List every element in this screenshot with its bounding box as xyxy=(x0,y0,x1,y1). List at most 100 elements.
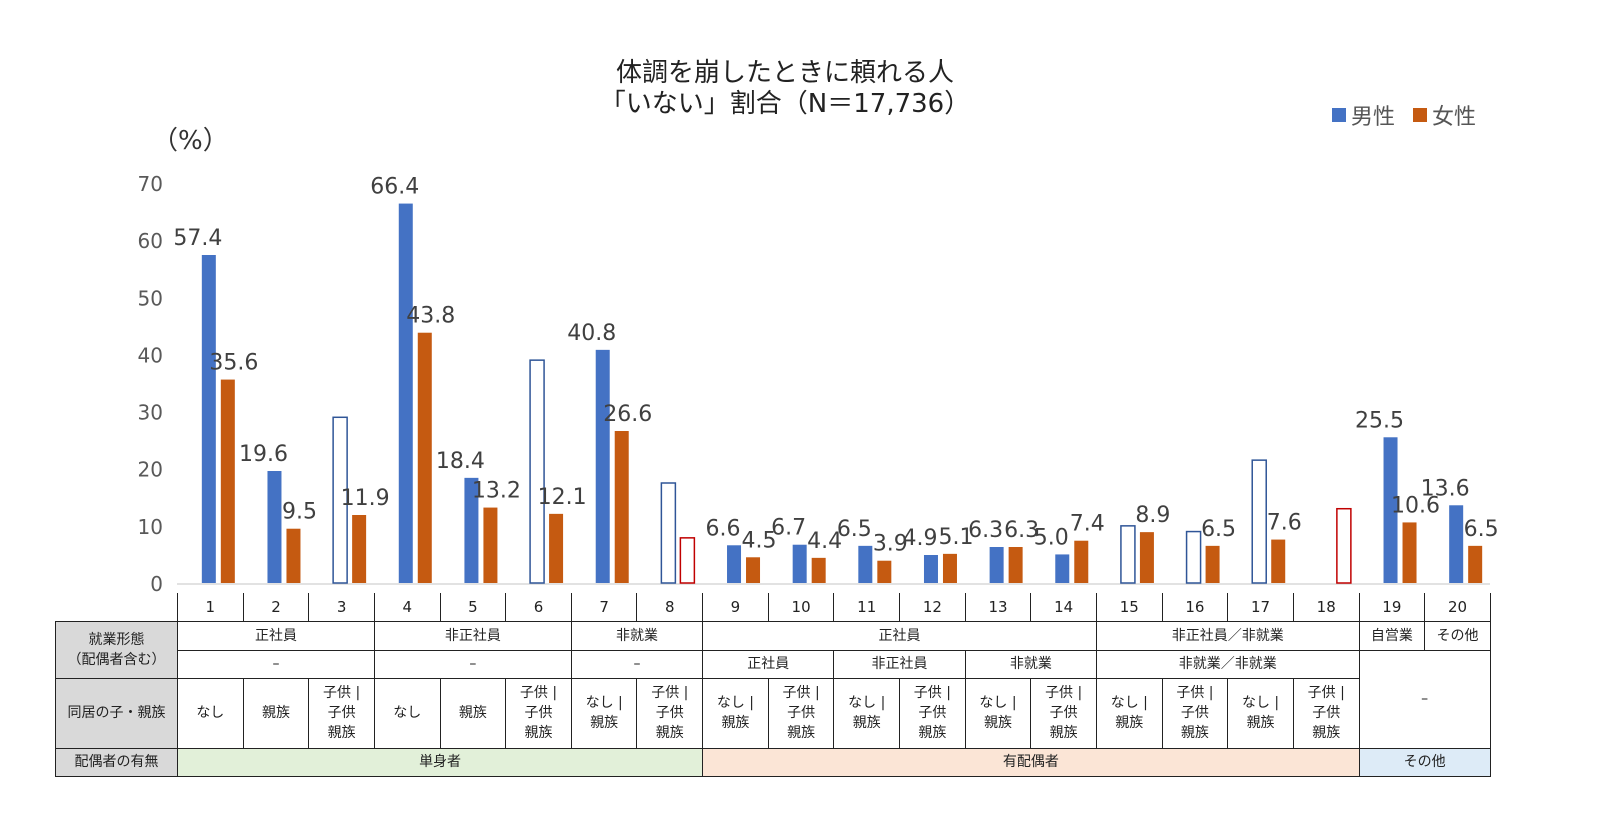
category-number: 20 xyxy=(1424,593,1491,622)
female-bar-3 xyxy=(352,515,367,583)
legend-label: 女性 xyxy=(1432,105,1477,130)
row-header-cohabit: 同居の子・親族 xyxy=(55,677,178,749)
cell-line: 親族 xyxy=(918,725,947,741)
cell-line: 親族 xyxy=(984,715,1012,731)
y-tick-label: 10 xyxy=(138,515,163,539)
male-data-label: 6.3 xyxy=(968,518,1003,543)
male-data-label: 19.6 xyxy=(239,442,288,467)
category-number: 5 xyxy=(439,593,507,622)
cell-line: 親族 xyxy=(590,715,619,731)
y-tick-label: 40 xyxy=(138,343,163,367)
legend-item-male: 男性 xyxy=(1332,99,1395,131)
legend-label: 男性 xyxy=(1351,105,1396,130)
female-bar-8 xyxy=(679,537,696,584)
cell-line: 親族 xyxy=(655,725,684,741)
category-number: 17 xyxy=(1227,593,1294,622)
cell-line: 子供 xyxy=(655,705,684,721)
category-number: 9 xyxy=(702,593,769,622)
male-data-label: 6.6 xyxy=(706,516,741,541)
chart-title: 体調を崩したときに頼れる人 「いない」割合（N＝17,736） xyxy=(0,58,1570,120)
category-number: 7 xyxy=(570,593,638,622)
row-header-spouse: 配偶者の有無 xyxy=(55,747,178,777)
female-data-label: 6.3 xyxy=(1004,518,1039,543)
y-tick-label: 60 xyxy=(138,229,163,253)
female-bar-13 xyxy=(1008,547,1023,583)
cohabit-cell: なし | 親族 xyxy=(964,677,1032,749)
spouse-employment-cell: 非正社員 xyxy=(833,649,966,679)
category-number: 2 xyxy=(242,593,310,622)
spouse-employment-cell: – xyxy=(373,649,572,679)
spouse-employment-cell: 非就業 xyxy=(964,649,1097,679)
male-bar-3 xyxy=(332,416,348,584)
male-bar-19 xyxy=(1383,437,1398,583)
category-number: 15 xyxy=(1095,593,1163,622)
cell-line: 子供 xyxy=(787,705,816,721)
male-data-label: 66.4 xyxy=(370,175,419,200)
cell-line: （配偶者含む） xyxy=(67,651,166,668)
male-data-label: 40.8 xyxy=(567,321,616,346)
female-data-label: 4.4 xyxy=(807,529,842,554)
female-bar-20 xyxy=(1468,545,1483,583)
employment-cell: 非正社員／非就業 xyxy=(1095,620,1360,651)
cell-line: 子供 | xyxy=(1176,685,1214,701)
female-bar-2 xyxy=(286,528,301,583)
cohabit-cell: 子供 | 子供 親族 xyxy=(1292,677,1360,749)
cell-line: 子供 | xyxy=(782,685,820,701)
category-number: 1 xyxy=(177,593,244,622)
female-bar-17 xyxy=(1271,539,1286,583)
female-data-label: 6.5 xyxy=(1201,517,1236,542)
employment-cell: 正社員 xyxy=(177,620,375,651)
spouse-employment-cell: – xyxy=(177,649,375,679)
spouse-employment-cell: – xyxy=(1358,649,1491,749)
cell-line: 子供 xyxy=(918,705,947,721)
cohabit-cell: 子供 | 子供親族 xyxy=(767,677,835,749)
cohabit-cell: 子供 | 子供 親族 xyxy=(1161,677,1229,749)
cohabit-cell: 子供 | 子供 親族 xyxy=(636,677,704,749)
male-data-label: 57.4 xyxy=(173,226,222,251)
cell-line: 親族 xyxy=(787,725,816,741)
cell-line: 親族 xyxy=(524,725,553,741)
cohabit-cell: 子供 | 子供 親族 xyxy=(505,677,572,749)
chart-title-line-1: 体調を崩したときに頼れる人 xyxy=(615,58,954,88)
cell-line: 子供 | xyxy=(323,685,361,701)
category-number: 11 xyxy=(833,593,901,622)
female-data-label: 43.8 xyxy=(406,304,455,329)
cohabit-cell: 子供 | 子供親族 xyxy=(899,677,966,749)
category-number: 13 xyxy=(964,593,1032,622)
female-bar-12 xyxy=(942,553,957,583)
spouse-employment-cell: 正社員 xyxy=(702,649,835,679)
cell-line: 子供 | xyxy=(913,685,951,701)
spouse-status-married: 有配偶者 xyxy=(702,747,1360,777)
employment-cell: 正社員 xyxy=(702,620,1097,651)
female-bar-15 xyxy=(1139,532,1154,583)
cell-line: 子供 | xyxy=(1307,685,1345,701)
cohabit-cell: なし | 親族 xyxy=(833,677,901,749)
female-bar-14 xyxy=(1074,540,1089,583)
female-data-label: 7.6 xyxy=(1267,511,1302,536)
cell-line: 子供 xyxy=(327,705,356,721)
female-data-label: 13.2 xyxy=(472,479,521,504)
spouse-employment-cell: – xyxy=(570,649,704,679)
cell-line: 子供 xyxy=(1180,705,1209,721)
male-bar-4 xyxy=(398,203,413,584)
employment-cell: 自営業 xyxy=(1358,620,1426,651)
female-data-label: 6.5 xyxy=(1464,517,1499,542)
female-data-label: 8.9 xyxy=(1135,503,1170,528)
female-bar-19 xyxy=(1402,522,1417,583)
male-data-label: 4.9 xyxy=(902,526,937,551)
female-data-label: 7.4 xyxy=(1070,512,1105,537)
male-bar-20 xyxy=(1449,505,1464,583)
female-bar-4 xyxy=(417,332,432,583)
cell-line: なし xyxy=(196,705,225,721)
category-number: 16 xyxy=(1161,593,1229,622)
legend-swatch-male xyxy=(1332,108,1346,122)
female-data-label: 4.5 xyxy=(742,528,777,553)
cell-line: 子供 | xyxy=(519,685,558,701)
male-data-label: 25.5 xyxy=(1355,408,1404,433)
male-bar-8 xyxy=(660,482,677,584)
cell-line: 親族 xyxy=(1246,715,1275,731)
bar-chart: 0 10 20 30 40 50 60 70 57.4 19.6 66.4 18.4 40.8 6.6 6.… xyxy=(138,172,1499,596)
cohabit-cell: なし xyxy=(373,677,441,749)
y-tick-label: 70 xyxy=(138,172,163,196)
category-number: 12 xyxy=(899,593,966,622)
